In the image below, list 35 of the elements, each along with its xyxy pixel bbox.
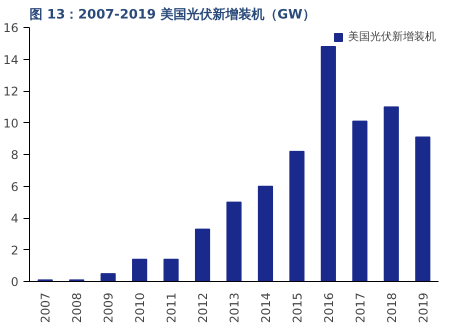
chart-title: 图 13：2007-2019 美国光伏新增装机（GW） bbox=[30, 6, 316, 22]
bar bbox=[100, 273, 116, 282]
y-tick-label: 16 bbox=[3, 21, 19, 35]
legend-label: 美国光伏新增装机 bbox=[348, 29, 436, 44]
bar bbox=[415, 136, 430, 282]
bar bbox=[258, 186, 274, 282]
x-tick-label: 2008 bbox=[70, 292, 84, 324]
x-tick-label: 2015 bbox=[290, 292, 304, 324]
y-tick-label: 4 bbox=[10, 212, 19, 226]
x-tick-label: 2016 bbox=[322, 292, 336, 324]
bar bbox=[289, 150, 304, 282]
x-tick-label: 2018 bbox=[384, 292, 399, 324]
y-tick-label: 14 bbox=[3, 52, 19, 67]
bar bbox=[194, 228, 210, 282]
y-tick-label: 10 bbox=[3, 116, 19, 130]
bar bbox=[352, 120, 368, 282]
x-tick-label: 2019 bbox=[416, 292, 430, 324]
bar bbox=[132, 258, 148, 282]
bar bbox=[384, 106, 399, 282]
y-tick-label: 0 bbox=[10, 275, 19, 289]
x-tick-label: 2012 bbox=[196, 292, 210, 324]
y-tick-label: 8 bbox=[10, 148, 19, 162]
bar bbox=[320, 46, 336, 282]
x-tick-label: 2017 bbox=[353, 292, 368, 324]
bar bbox=[226, 202, 242, 282]
x-tick-label: 2010 bbox=[133, 292, 148, 324]
x-tick-label: 2011 bbox=[164, 292, 179, 324]
y-tick-label: 12 bbox=[3, 84, 19, 98]
x-tick-label: 2014 bbox=[258, 292, 273, 324]
bar bbox=[164, 258, 179, 282]
x-tick-label: 2007 bbox=[38, 292, 53, 324]
y-tick-label: 2 bbox=[10, 243, 19, 258]
x-tick-label: 2013 bbox=[228, 292, 242, 324]
y-tick-label: 6 bbox=[10, 180, 19, 194]
x-tick-label: 2009 bbox=[102, 292, 116, 324]
